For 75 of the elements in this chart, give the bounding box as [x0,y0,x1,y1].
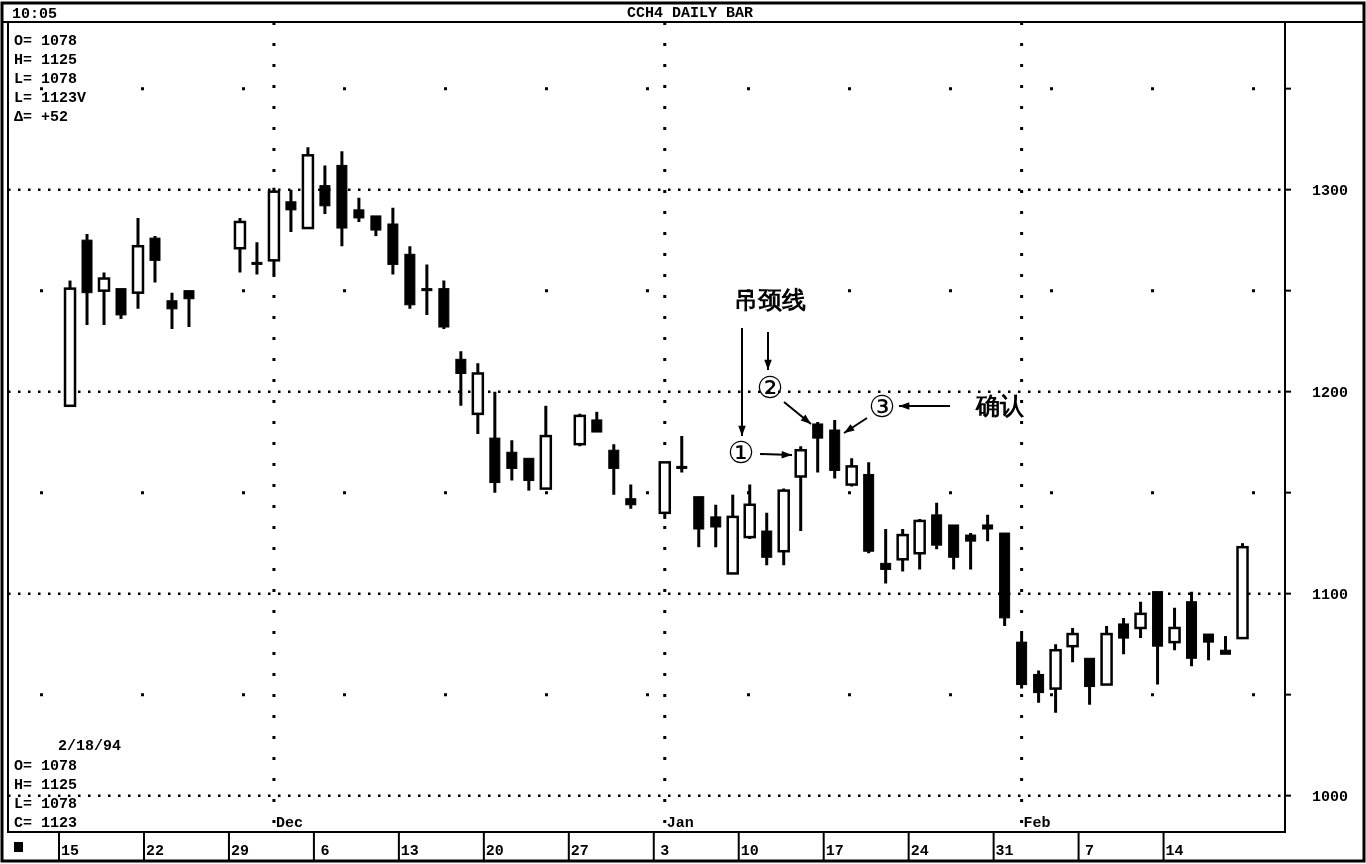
candlestick [404,246,416,309]
x-tick-label: 27 [570,843,589,860]
y-tick-label: 1300 [1311,182,1349,200]
candlestick [166,292,178,330]
candlestick [387,207,399,275]
x-tick-label: 15 [61,843,80,860]
candlestick [761,512,773,566]
x-tick-label: 22 [145,843,164,860]
annotation: Jan [666,815,694,832]
candlestick [1168,607,1181,651]
annotation: 2/18/94 [58,738,122,755]
candlestick [1134,601,1147,639]
candlestick [726,494,739,575]
annotation: Feb [1023,815,1051,832]
candlestick [81,234,93,325]
candlestick [1118,617,1130,655]
candlestick [829,419,841,479]
y-tick-label: 1200 [1311,384,1349,402]
candlestick [676,436,688,473]
candlestick [896,529,909,572]
x-tick-label: 31 [995,843,1014,860]
candlestick [1033,670,1045,703]
x-tick-label: 24 [910,843,929,860]
x-tick-label: 29 [230,843,249,860]
candlestick [233,217,247,273]
candlestick [982,514,994,542]
candlestick [523,457,535,491]
chart-title: CCH4 DAILY BAR [626,5,754,22]
annotation: L= 1078 [14,71,78,88]
candlestick [625,484,637,509]
x-tick-label: 6 [320,843,330,860]
candlestick [608,444,620,495]
x-tick-label: 20 [485,843,504,860]
candlestick [1203,633,1215,661]
annotation: L= 1078 [14,796,78,813]
x-tick-label: 14 [1165,843,1184,860]
candlestick [421,264,433,315]
candlestick [863,462,875,554]
annotation: Δ= +52 [14,109,69,126]
candlestick [149,236,161,283]
x-tick-label: 3 [660,843,670,860]
annotation: H= 1125 [14,52,78,69]
candlestick [913,518,926,570]
annotation: O= 1078 [14,758,78,775]
candlestick [131,217,145,309]
annotation: H= 1125 [14,777,78,794]
candlestick [97,272,111,325]
candlestick [1066,627,1079,663]
annotation: 确认 [975,392,1025,420]
x-tick-label: 10 [740,843,759,860]
annotation: L= 1123V [14,90,87,107]
annotation: ② [756,370,784,405]
annotation: ③ [868,389,896,424]
candlestick [812,421,824,473]
candlestick [183,290,195,328]
annotation: 吊颈线 [734,286,806,314]
candlestick [948,524,960,570]
x-tick-label: 13 [400,843,419,860]
y-tick-label: 1000 [1311,788,1349,806]
x-tick-label: 17 [825,843,844,860]
candlestick [506,440,518,481]
candlestick [1220,636,1232,655]
candlestick [710,504,722,548]
annotation: C= 1123 [14,815,78,832]
annotation: ① [727,435,755,470]
candlestick [794,446,807,532]
x-tick-label: 7 [1085,843,1095,860]
candlestick [489,391,501,493]
annotation: O= 1078 [14,33,78,50]
text: 10:05 [12,6,58,23]
candlestick [965,533,977,570]
annotation: Dec [275,815,303,832]
candlestick [251,242,263,275]
y-tick-label: 1100 [1311,586,1349,604]
candlestick [880,529,892,584]
